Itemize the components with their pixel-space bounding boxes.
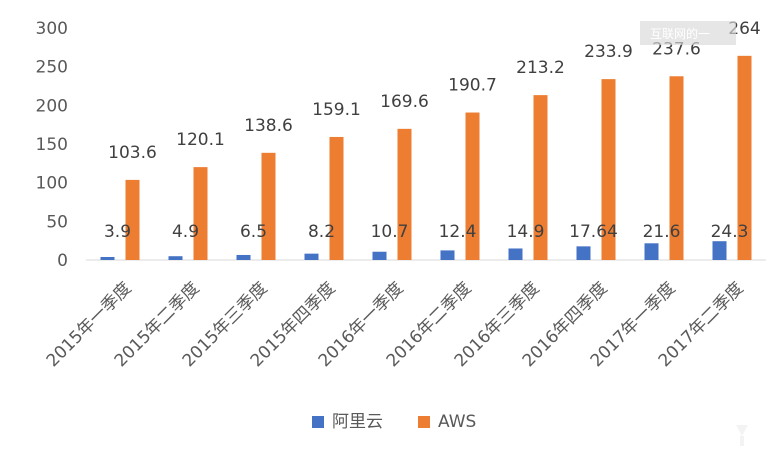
- aws-bar: [737, 55, 752, 261]
- aliyun-data-label: 14.9: [507, 222, 545, 242]
- watermark-box: [640, 21, 736, 45]
- aliyun-data-label: 3.9: [104, 222, 131, 242]
- aliyun-data-label: 12.4: [439, 222, 477, 242]
- aliyun-bar: [168, 256, 183, 260]
- aws-data-label: 233.9: [584, 42, 633, 62]
- y-tick-label: 100: [36, 174, 68, 194]
- watermark: 互联网的一: [640, 21, 748, 446]
- aliyun-bar: [644, 243, 659, 260]
- aws-data-label: 159.1: [312, 100, 361, 120]
- aws-data-label: 103.6: [108, 143, 157, 163]
- labels-layer: 3.9 103.6 4.9 120.1 6.5 138.6 8.2 159.1 10.7 169.…: [104, 19, 761, 242]
- y-tick-label: 300: [36, 19, 68, 39]
- watermark-text: 互联网的一: [650, 26, 710, 41]
- aws-bar: [669, 76, 684, 260]
- aliyun-bar: [576, 246, 591, 260]
- aliyun-data-label: 24.3: [711, 222, 749, 242]
- aws-bar: [261, 152, 276, 260]
- aliyun-data-label: 17.64: [569, 222, 618, 242]
- legend-item-aws: AWS: [418, 412, 476, 432]
- aliyun-data-label: 6.5: [240, 222, 267, 242]
- aliyun-data-label: 4.9: [172, 222, 199, 242]
- legend-label: AWS: [438, 412, 476, 432]
- aws-data-label: 138.6: [244, 116, 293, 136]
- legend-swatch: [312, 416, 324, 428]
- aws-bar: [125, 179, 140, 260]
- legend-label: 阿里云: [332, 412, 383, 432]
- aws-bar: [329, 136, 344, 260]
- aliyun-data-label: 8.2: [308, 222, 335, 242]
- aliyun-bar: [304, 253, 319, 260]
- aws-data-label: 264: [728, 19, 760, 39]
- aliyun-data-label: 21.6: [643, 222, 681, 242]
- legend-item-aliyun: 阿里云: [312, 412, 383, 432]
- aliyun-bar: [236, 254, 251, 260]
- aws-bar: [465, 112, 480, 260]
- legend-swatch: [418, 416, 430, 428]
- aws-bar: [533, 95, 548, 260]
- aliyun-bar: [712, 241, 727, 260]
- aws-bar: [397, 128, 412, 260]
- aliyun-bar: [440, 250, 455, 260]
- y-tick-label: 250: [36, 58, 68, 78]
- aliyun-bar: [372, 251, 387, 260]
- aws-data-label: 169.6: [380, 92, 429, 112]
- aws-bar: [601, 79, 616, 260]
- aws-bar: [193, 167, 208, 260]
- aliyun-bar: [100, 256, 115, 260]
- corner-logo-icon: [736, 425, 748, 446]
- y-tick-label: 150: [36, 135, 68, 155]
- aws-data-label: 120.1: [176, 130, 225, 150]
- bars-layer: [100, 55, 752, 261]
- y-tick-label: 50: [46, 212, 68, 232]
- aws-data-label: 213.2: [516, 58, 565, 78]
- aws-data-label: 190.7: [448, 76, 497, 96]
- y-tick-label: 200: [36, 96, 68, 116]
- aliyun-data-label: 10.7: [371, 222, 409, 242]
- y-tick-label: 0: [57, 251, 68, 271]
- legend: 阿里云 AWS: [312, 412, 476, 432]
- aliyun-bar: [508, 248, 523, 260]
